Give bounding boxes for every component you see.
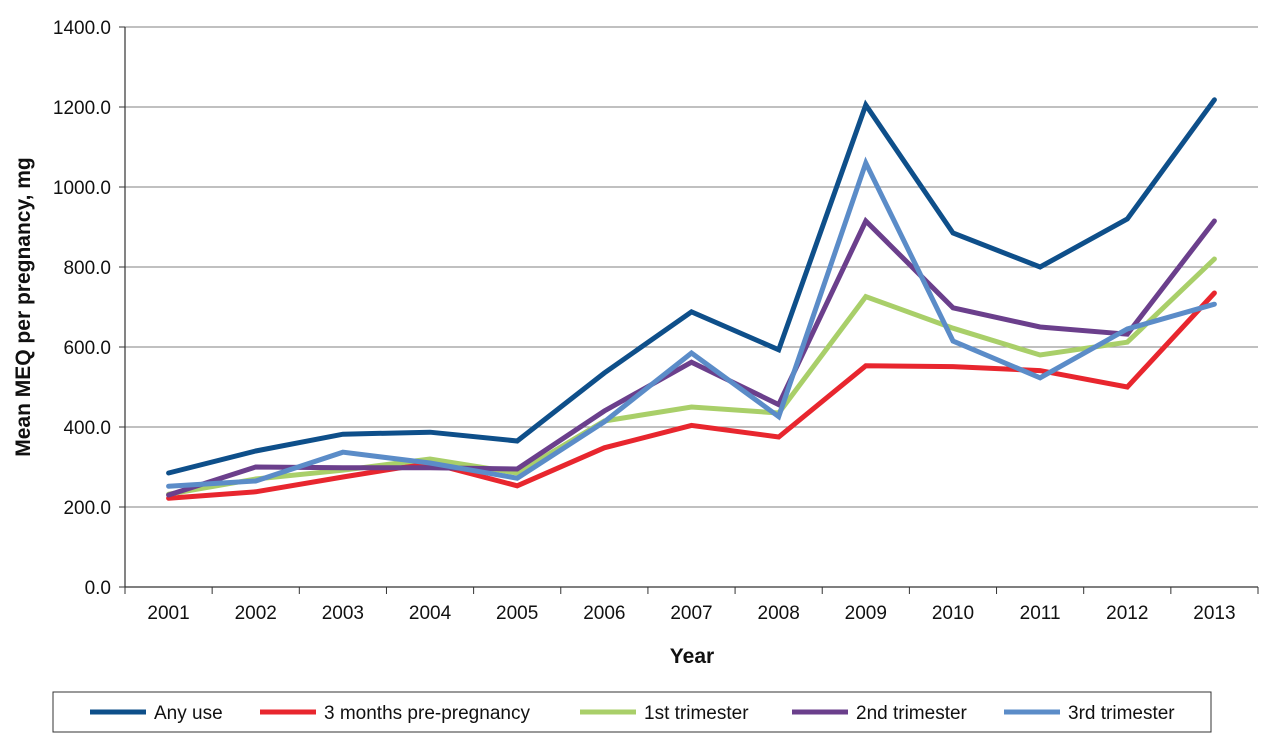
series-line-5 — [166, 156, 1217, 489]
y-tick-label: 200.0 — [63, 498, 111, 519]
series-line-2 — [166, 290, 1217, 501]
x-axis-title: Year — [670, 645, 714, 668]
x-tick-label: 2011 — [1020, 603, 1061, 624]
y-tick-label: 1400.0 — [53, 18, 111, 39]
y-tick-label: 600.0 — [63, 338, 111, 359]
legend-label: 3rd trimester — [1068, 703, 1175, 724]
x-tick-label: 2004 — [409, 603, 452, 624]
axes: 0.0 200.0 400.0 600.0 800.0 1000.0 1200.0 1400.… — [53, 18, 1259, 624]
x-tick-label: 2013 — [1193, 603, 1235, 624]
y-tick-label: 1000.0 — [53, 178, 111, 199]
series-line-1 — [166, 97, 1217, 476]
x-tick-label: 2009 — [845, 603, 887, 624]
y-axis-title: Mean MEQ per pregnancy, mg — [12, 157, 35, 457]
x-tick-label: 2012 — [1106, 603, 1148, 624]
legend-label: 2nd trimester — [856, 703, 968, 724]
x-tick-label: 2001 — [147, 603, 189, 624]
legend-label: 3 months pre-pregnancy — [324, 703, 530, 724]
series-lines — [166, 97, 1217, 501]
x-tick-label: 2007 — [670, 603, 712, 624]
gridlines — [125, 26, 1258, 508]
legend-label: Any use — [154, 703, 223, 724]
y-tick-label: 400.0 — [63, 418, 111, 439]
y-tick-label: 1200.0 — [53, 98, 111, 119]
y-tick-label: 0.0 — [85, 578, 111, 599]
x-tick-label: 2008 — [758, 603, 800, 624]
x-tick-label: 2005 — [496, 603, 538, 624]
legend-label: 1st trimester — [644, 703, 749, 724]
series-line-4 — [166, 216, 1217, 498]
y-tick-label: 800.0 — [63, 258, 111, 279]
x-tick-label: 2010 — [932, 603, 974, 624]
x-tick-label: 2002 — [235, 603, 277, 624]
x-tick-label: 2003 — [322, 603, 364, 624]
legend: Any use 3 months pre-pregnancy 1st trimest… — [52, 691, 1212, 733]
x-tick-label: 2006 — [583, 603, 625, 624]
